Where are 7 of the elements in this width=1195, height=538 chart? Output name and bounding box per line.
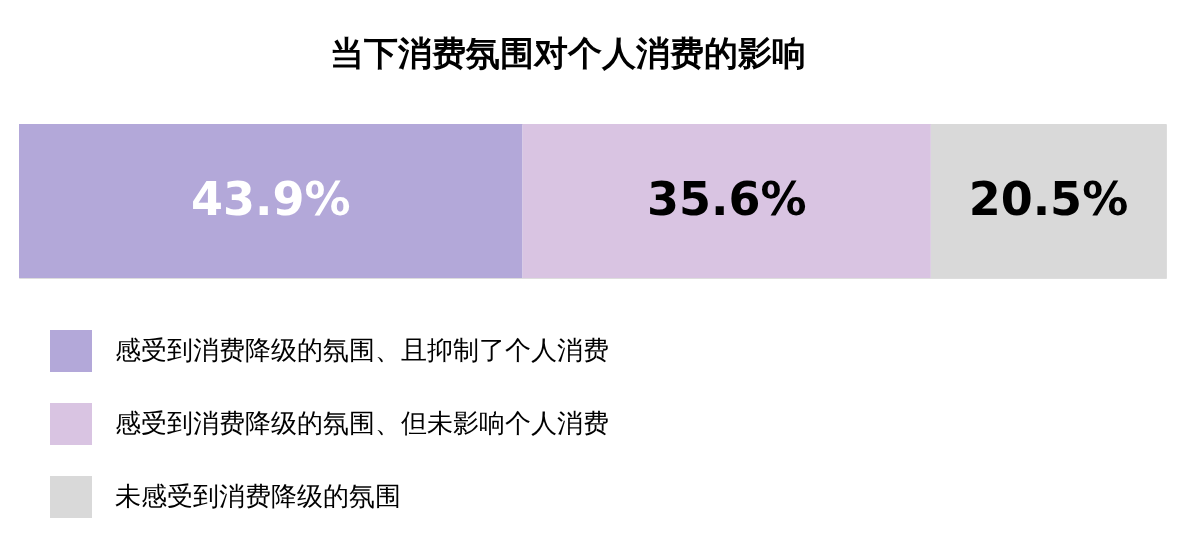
legend-label: 感受到消费降级的氛围、但未影响个人消费 bbox=[115, 408, 609, 438]
legend-label: 未感受到消费降级的氛围 bbox=[115, 481, 401, 511]
data-label: 35.6% bbox=[646, 172, 807, 226]
legend-label: 感受到消费降级的氛围、且抑制了个人消费 bbox=[115, 335, 609, 365]
data-label: 43.9% bbox=[190, 172, 351, 226]
data-label: 20.5% bbox=[968, 172, 1129, 226]
chart-title: 当下消费氛围对个人消费的影响 bbox=[329, 33, 806, 73]
